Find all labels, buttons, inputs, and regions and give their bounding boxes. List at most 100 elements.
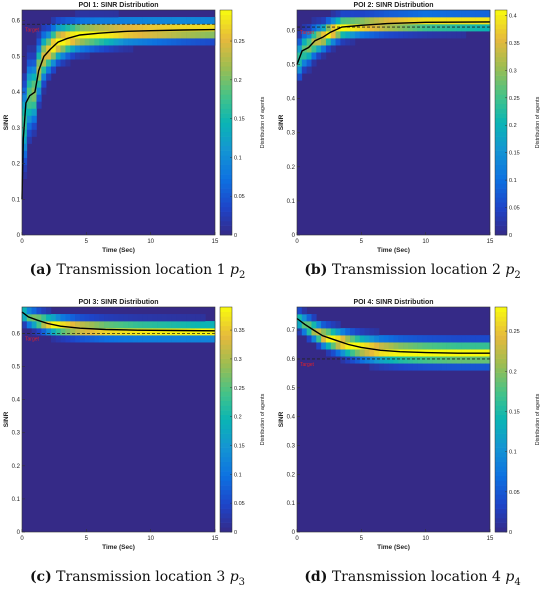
heatmap-cell — [422, 335, 428, 343]
heatmap-cell — [485, 10, 491, 18]
heatmap-cell — [306, 38, 312, 46]
heatmap-cell — [75, 52, 81, 60]
heatmap-cell — [359, 356, 365, 364]
heatmap-cell — [321, 31, 327, 39]
colorbar-segment — [220, 517, 232, 523]
heatmap-cell — [26, 307, 32, 315]
heatmap-cell — [350, 349, 356, 357]
heatmap-cell — [65, 52, 71, 60]
heatmap-cell — [403, 17, 409, 25]
heatmap-cell — [340, 17, 346, 25]
heatmap-cell — [311, 24, 317, 32]
heatmap-cell — [393, 349, 399, 357]
heatmap-cell — [152, 31, 158, 39]
heatmap-cell — [436, 342, 443, 350]
heatmap-cell — [137, 314, 143, 322]
colorbar-segment — [495, 353, 507, 359]
heatmap-cell — [50, 66, 57, 74]
heatmap-cell — [461, 356, 467, 364]
heatmap-cell — [388, 17, 394, 25]
colorbar-tick-label: 0.1 — [509, 450, 517, 456]
heatmap-cell — [465, 342, 472, 350]
heatmap-cell — [31, 129, 37, 137]
heatmap-cell — [65, 328, 71, 336]
heatmap-cell — [345, 328, 351, 336]
heatmap-cell — [70, 321, 76, 329]
heatmap-cell — [55, 31, 61, 39]
colorbar-segment — [220, 382, 232, 387]
colorbar-segment — [220, 216, 232, 222]
caption-var: p — [505, 262, 515, 278]
heatmap-cell — [359, 342, 365, 350]
heatmap-cell — [147, 24, 153, 32]
colorbar-segment — [220, 47, 232, 53]
heatmap-cell — [422, 24, 428, 32]
heatmap-cell — [36, 80, 42, 88]
colorbar-segment — [220, 428, 232, 434]
heatmap-cell — [475, 363, 481, 371]
heatmap-cell — [364, 10, 370, 18]
colorbar-segment — [220, 405, 232, 411]
colorbar-tick-label: 0.2 — [234, 78, 242, 84]
heatmap-cell — [354, 328, 361, 336]
colorbar-segment — [220, 503, 232, 509]
heatmap-cell — [306, 314, 312, 322]
heatmap-cell — [161, 31, 168, 39]
heatmap-cell — [427, 10, 433, 18]
heatmap-cell — [31, 328, 37, 336]
heatmap-cell — [31, 80, 37, 88]
heatmap-cell — [108, 45, 114, 53]
colorbar-segment — [495, 391, 507, 397]
heatmap-cell — [200, 328, 206, 336]
heatmap-cell — [41, 24, 47, 32]
heatmap-cell — [345, 349, 351, 357]
heatmap-cell — [451, 10, 457, 18]
heatmap-cell — [383, 363, 389, 371]
colorbar-label: Distribution of agents — [260, 393, 266, 445]
heatmap-cell — [108, 335, 114, 343]
heatmap-cell — [374, 328, 380, 336]
colorbar-tick-label: 0.05 — [234, 194, 245, 200]
colorbar-segment — [495, 363, 507, 369]
heatmap-cell — [205, 335, 211, 343]
heatmap-cell — [75, 328, 81, 336]
x-tick-label: 15 — [212, 536, 219, 542]
heatmap-cell — [65, 17, 71, 25]
y-tick-label: 0 — [292, 233, 296, 239]
heatmap-cell — [393, 17, 399, 25]
heatmap-cell — [104, 17, 110, 25]
colorbar-segment — [220, 70, 232, 76]
heatmap-cell — [412, 17, 418, 25]
heatmap-cell — [205, 321, 211, 329]
heatmap-cell — [480, 356, 486, 364]
heatmap-cell — [89, 328, 95, 336]
heatmap-cell — [306, 31, 312, 39]
heatmap-cell — [26, 136, 32, 144]
colorbar-segment — [220, 14, 232, 20]
heatmap-cell — [412, 363, 418, 371]
heatmap-cell — [118, 24, 124, 32]
heatmap-cell — [321, 335, 327, 343]
colorbar-segment — [220, 56, 232, 62]
colorbar-label: Distribution of agents — [535, 393, 541, 445]
heatmap-cell — [26, 101, 32, 109]
colorbar-segment — [495, 103, 507, 109]
colorbar-segment — [220, 358, 232, 364]
heatmap-cell — [446, 335, 452, 343]
heatmap-cell — [123, 328, 129, 336]
colorbar-segment — [495, 160, 507, 165]
heatmap-cell — [436, 31, 443, 39]
heatmap-cell — [403, 10, 409, 18]
panel-poi-4: POI 4: SINR Distribution Target 0 5 10 15 Time… — [275, 297, 550, 594]
heatmap-cell — [142, 321, 148, 329]
colorbar-segment — [495, 330, 507, 336]
heatmap-cell — [89, 38, 95, 46]
heatmap-cell — [441, 17, 447, 25]
heatmap-cell — [142, 31, 148, 39]
heatmap-cell — [340, 10, 346, 18]
heatmap-cell — [330, 31, 336, 39]
heatmap-cell — [470, 335, 476, 343]
y-tick-label: 0 — [17, 530, 21, 536]
heatmap-cell — [465, 10, 472, 18]
heatmap-cell — [22, 150, 28, 158]
